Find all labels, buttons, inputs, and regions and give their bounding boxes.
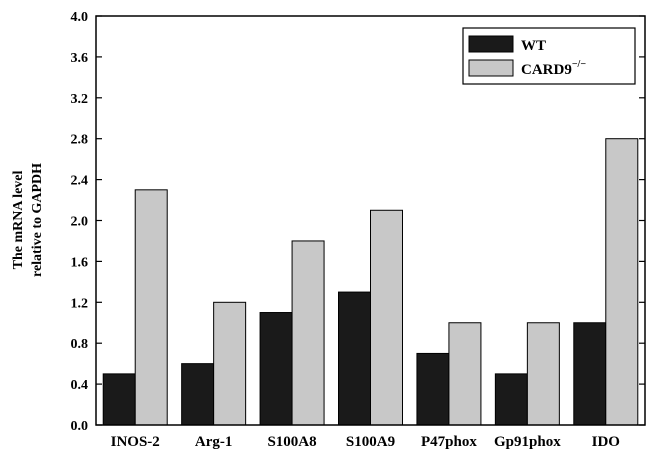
y-tick-label: 2.0 (71, 215, 89, 230)
plot-frame (95, 15, 646, 426)
bar-wt-s100a9 (338, 291, 371, 426)
legend-label-card9: CARD9−/− (521, 59, 586, 78)
y-tick-label: 2.4 (71, 174, 89, 189)
x-tick-label: S100A8 (267, 434, 316, 450)
y-axis-ticks: 0.0 0.4 0.8 1.2 1.6 2.0 2.4 2.8 3.2 3.6 4.0 (71, 10, 645, 434)
bar-wt-arg-1 (181, 363, 215, 426)
x-tick-label: P47phox (421, 434, 477, 450)
y-tick-label: 4.0 (71, 10, 89, 25)
bar-wt-inos-2 (102, 373, 136, 426)
y-tick-label: 0.8 (71, 337, 89, 352)
x-tick-label: Arg-1 (195, 434, 233, 450)
x-tick-label: INOS-2 (111, 434, 160, 450)
x-tick-label: Gp91phox (494, 434, 561, 450)
y-axis-title-line-2: relative to GAPDH (30, 163, 45, 277)
bar-card9-inos-2 (134, 189, 168, 426)
x-tick-label: IDO (592, 434, 620, 450)
y-axis-title: The mRNA level relative to GAPDH (11, 163, 45, 277)
y-tick-label: 3.2 (71, 92, 89, 107)
bar-wt-s100a8 (259, 312, 293, 426)
bars-group (102, 138, 639, 426)
legend-label-wt: WT (521, 38, 546, 54)
y-tick-label: 1.6 (71, 255, 89, 270)
bar-wt-p47phox (416, 352, 450, 426)
y-tick-label: 0.4 (71, 378, 89, 393)
bar-card9-s100a9 (370, 209, 403, 426)
x-tick-label: S100A9 (346, 434, 395, 450)
bar-card9-s100a8 (291, 240, 325, 426)
y-tick-label: 2.8 (71, 133, 89, 148)
bar-wt-gp91phox (494, 373, 528, 426)
legend-swatch-card9 (468, 59, 514, 77)
bar-card9-ido (605, 138, 639, 426)
bar-card9-gp91phox (526, 322, 560, 426)
bar-wt-ido (573, 322, 607, 426)
legend: WT CARD9−/− (462, 27, 636, 85)
legend-swatch-wt (468, 35, 514, 53)
y-tick-label: 1.2 (71, 296, 89, 311)
bar-card9-p47phox (448, 322, 482, 426)
y-axis-title-line-1: The mRNA level (11, 171, 26, 270)
y-tick-label: 0.0 (71, 419, 89, 434)
x-axis-ticks: INOS-2 Arg-1 S100A8 S100A9 P47phox Gp91phox ID… (111, 434, 620, 450)
bar-card9-arg-1 (213, 301, 247, 426)
y-tick-label: 3.6 (71, 51, 89, 66)
